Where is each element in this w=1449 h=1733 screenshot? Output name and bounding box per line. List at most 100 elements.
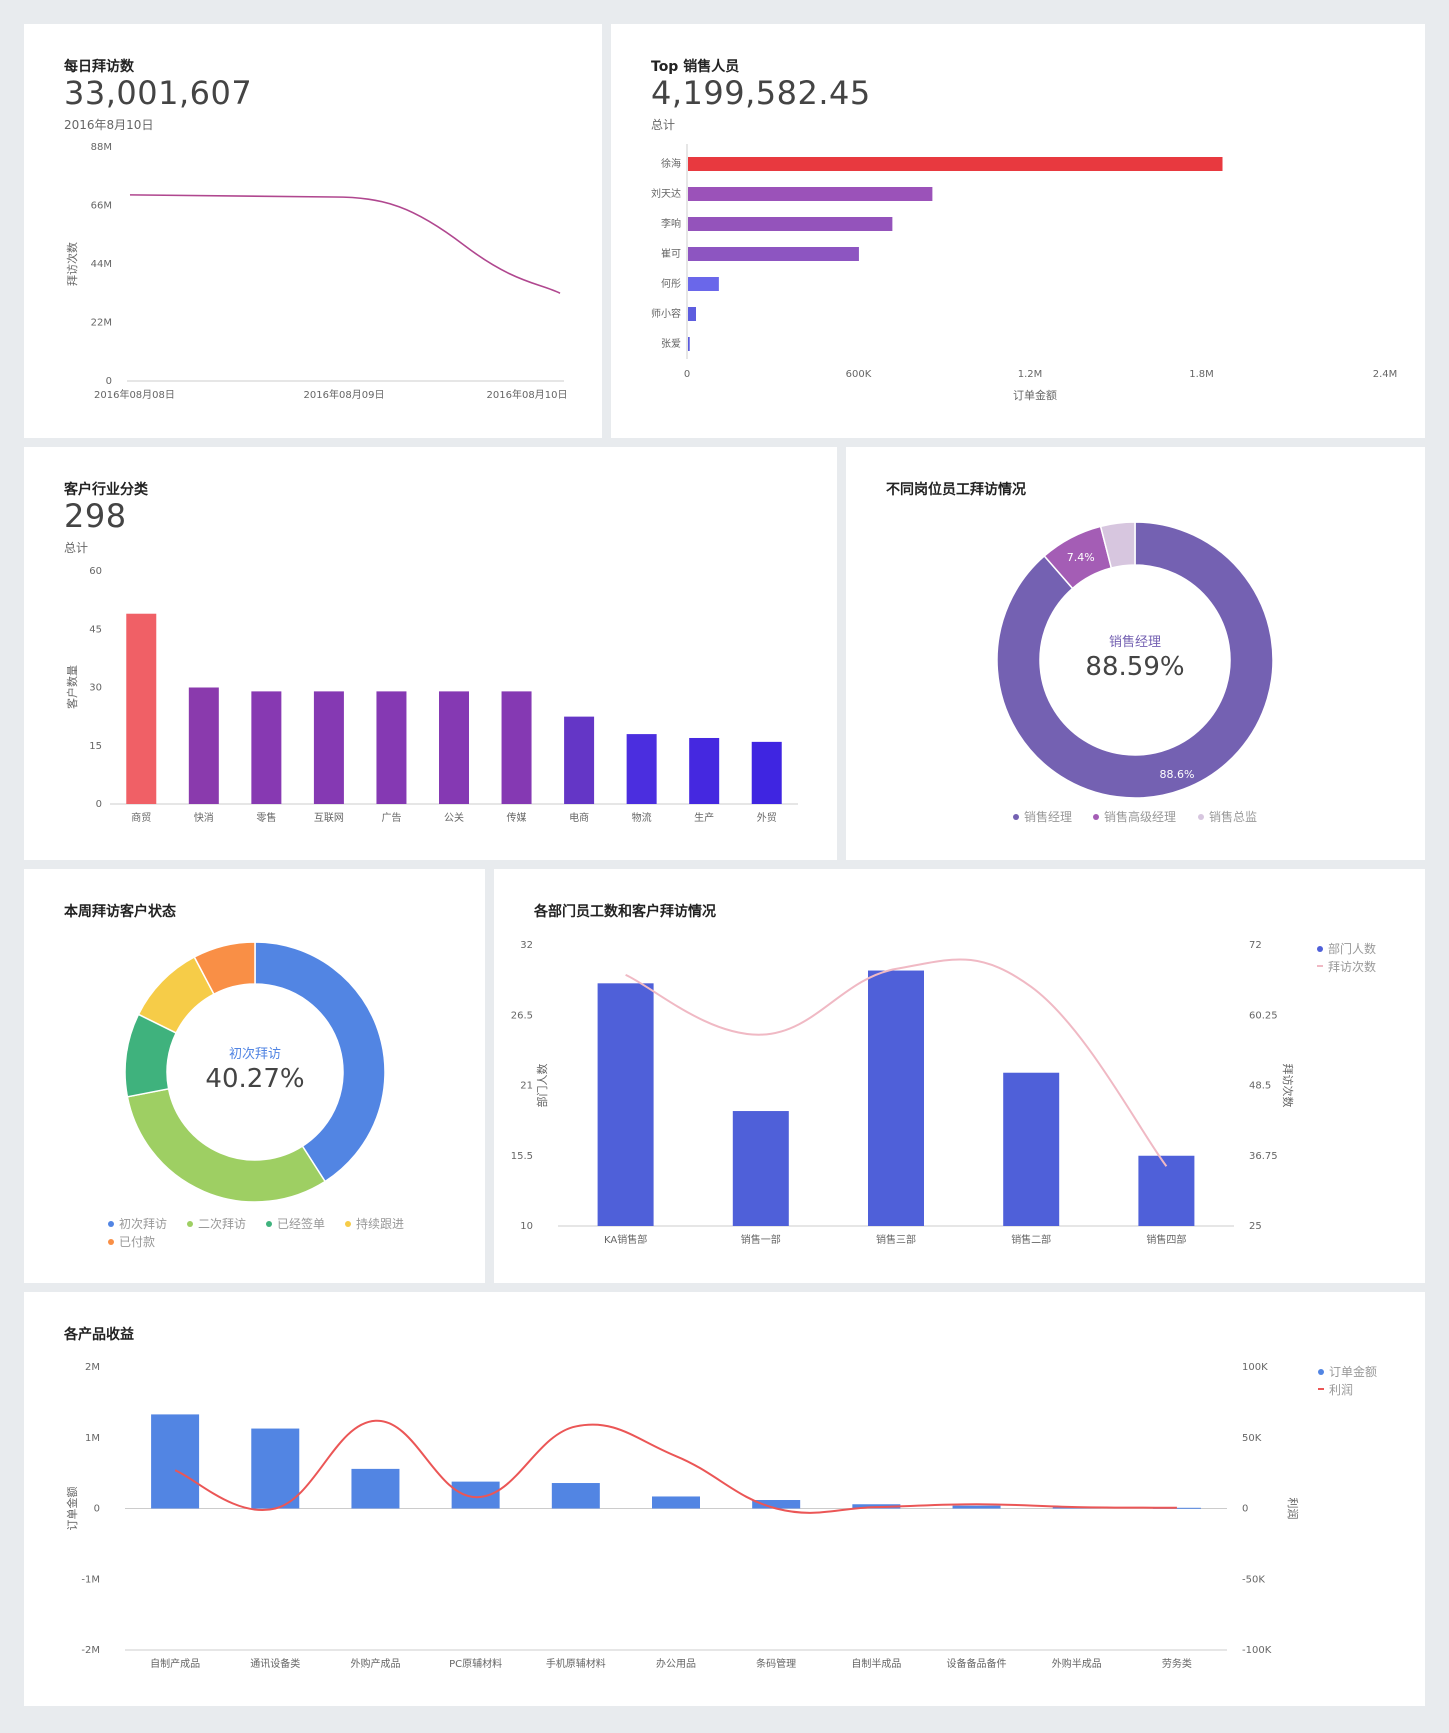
legend-label: 二次拜访 xyxy=(198,1217,246,1231)
legend-marker xyxy=(1318,1369,1324,1375)
category-label: 商贸 xyxy=(131,811,151,824)
category-label: 何彤 xyxy=(661,277,681,290)
legend-label: 订单金额 xyxy=(1329,1364,1377,1379)
weekly-status-title: 本周拜访客户状态 xyxy=(64,904,176,920)
legend-label: 部门人数 xyxy=(1328,941,1376,956)
category-label: 办公用品 xyxy=(656,1657,696,1670)
combo-bar xyxy=(251,1428,300,1509)
category-label: 生产 xyxy=(694,811,714,824)
category-label: 互联网 xyxy=(314,812,344,824)
category-label: 李响 xyxy=(661,217,681,230)
daily-visits-card: 每日拜访数 33,001,607 2016年8月10日 0 22M 44M 66M 88… xyxy=(24,24,602,438)
category-label: 劳务类 xyxy=(1162,1657,1192,1670)
combo-bar xyxy=(551,1483,600,1509)
category-label: 自制半成品 xyxy=(851,1657,901,1670)
y2-tick-label: 100K xyxy=(1242,1362,1268,1373)
y-tick-label: 22M xyxy=(91,318,112,329)
sales-bar xyxy=(688,307,697,321)
combo-bar xyxy=(732,1111,789,1226)
category-label: 外购半成品 xyxy=(1052,1657,1102,1670)
category-label: 张爱 xyxy=(661,337,681,350)
x-tick-label: 2016年08月10日 xyxy=(487,388,568,401)
y-tick-label: 0 xyxy=(106,376,112,387)
top-sales-card: Top 销售人员 4,199,582.45 总计 徐海 刘天达 李响 崔可 何彤 师小容张… xyxy=(611,24,1425,438)
legend-marker xyxy=(187,1221,193,1227)
legend-label: 利润 xyxy=(1329,1383,1353,1397)
donut-slice xyxy=(1099,521,1136,569)
y2-axis-label: 利润 xyxy=(1286,1498,1300,1520)
product-title: 各产品收益 xyxy=(64,1327,134,1343)
category-label: 自制产成品 xyxy=(150,1657,200,1670)
industry-value: 298 xyxy=(64,497,127,535)
y2-tick-label: 50K xyxy=(1242,1433,1262,1444)
legend-marker xyxy=(108,1221,114,1227)
y2-axis-label: 拜访次数 xyxy=(1281,1064,1295,1108)
combo-bar xyxy=(451,1481,500,1509)
y-tick-label: 32 xyxy=(520,940,533,951)
legend-marker xyxy=(345,1221,351,1227)
category-label: 徐海 xyxy=(661,157,681,170)
industry-bar xyxy=(126,613,157,804)
category-label: 传媒 xyxy=(507,812,527,824)
donut-slice xyxy=(254,941,386,1183)
legend-label: 已经签单 xyxy=(277,1216,325,1231)
x-tick-label: 600K xyxy=(846,369,872,380)
category-label: 销售四部 xyxy=(1146,1233,1186,1246)
combo-bar xyxy=(597,983,654,1226)
category-label: 零售 xyxy=(256,811,276,824)
y-tick-label: 88M xyxy=(91,142,112,153)
sales-bar xyxy=(688,217,893,231)
donut-center-label: 初次拜访 xyxy=(229,1046,281,1062)
category-label: 销售二部 xyxy=(1011,1233,1051,1246)
industry-subtitle: 总计 xyxy=(64,541,89,555)
category-label: 手机原辅材料 xyxy=(546,1657,606,1670)
legend-marker xyxy=(1198,814,1204,820)
sales-bar xyxy=(688,247,859,261)
category-label: 电商 xyxy=(569,811,589,824)
sales-bar xyxy=(688,277,719,291)
legend-marker xyxy=(1093,814,1099,820)
category-label: 快消 xyxy=(194,811,214,824)
category-label: 通讯设备类 xyxy=(250,1657,300,1670)
industry-bar xyxy=(564,716,595,804)
category-label: 条码管理 xyxy=(756,1657,796,1670)
legend-label: 销售高级经理 xyxy=(1104,809,1176,824)
y-tick-label: 2M xyxy=(85,1362,100,1373)
y-tick-label: 15.5 xyxy=(511,1151,533,1162)
donut-center-value: 40.27% xyxy=(205,1064,304,1094)
daily-visits-date: 2016年8月10日 xyxy=(64,118,154,132)
y-axis-label: 部门人数 xyxy=(535,1064,549,1108)
legend-label: 销售经理 xyxy=(1024,809,1072,824)
category-label: 外购产成品 xyxy=(350,1657,400,1670)
industry-bar xyxy=(626,734,657,804)
combo-series-line xyxy=(625,958,1168,1167)
dept-title: 各部门员工数和客户拜访情况 xyxy=(534,904,716,920)
category-label: 公关 xyxy=(444,811,464,824)
industry-bar xyxy=(751,741,782,804)
y-tick-label: 66M xyxy=(91,201,112,212)
combo-bar xyxy=(1003,1072,1060,1226)
combo-bar xyxy=(952,1505,1001,1509)
industry-bar xyxy=(501,691,532,804)
combo-series-line xyxy=(174,1419,1177,1514)
sales-bar xyxy=(688,157,1223,171)
category-label: 销售三部 xyxy=(876,1233,916,1246)
x-tick-label: 0 xyxy=(684,369,690,380)
y-axis-label: 客户数量 xyxy=(65,665,79,709)
legend-marker xyxy=(1317,965,1323,967)
y-tick-label: 21 xyxy=(520,1081,533,1092)
y-tick-label: 26.5 xyxy=(511,1010,533,1021)
combo-bar xyxy=(1138,1155,1195,1226)
y2-tick-label: 60.25 xyxy=(1249,1010,1278,1021)
combo-bar xyxy=(151,1414,200,1509)
visits-series-line xyxy=(129,194,561,294)
category-label: 设备备品备件 xyxy=(947,1657,1007,1670)
x-tick-label: 1.8M xyxy=(1189,369,1214,380)
top-sales-value: 4,199,582.45 xyxy=(651,74,871,112)
daily-visits-value: 33,001,607 xyxy=(64,74,253,112)
y-tick-label: 0 xyxy=(96,799,102,810)
